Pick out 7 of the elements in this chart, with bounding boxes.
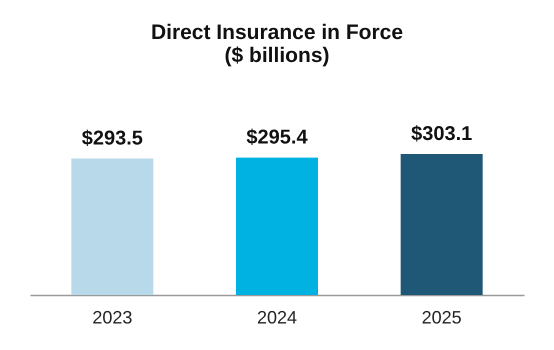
chart-title: Direct Insurance in Force ($ billions) bbox=[150, 21, 404, 67]
data-label: $295.4 bbox=[246, 126, 308, 149]
x-tick-label: 2024 bbox=[256, 308, 298, 328]
x-tick-label: 2025 bbox=[422, 308, 462, 328]
data-label: $303.1 bbox=[411, 123, 472, 145]
data-label: $293.5 bbox=[82, 127, 143, 150]
x-tick-label: 2023 bbox=[92, 308, 132, 328]
